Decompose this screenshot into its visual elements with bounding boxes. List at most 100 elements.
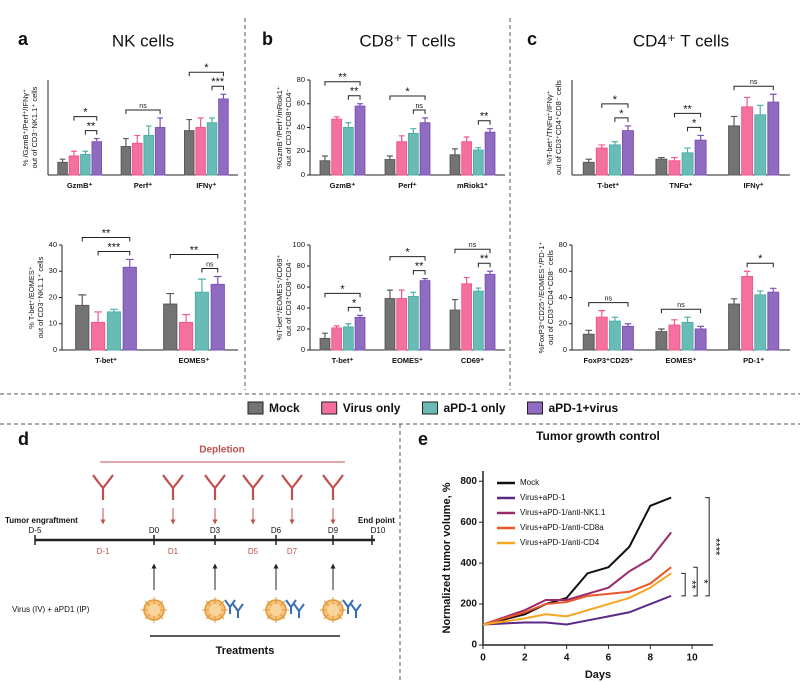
day-label: D10: [371, 526, 386, 535]
significance-label: *: [340, 283, 345, 295]
significance-bracket: [324, 292, 361, 298]
line: [482, 566, 672, 626]
significance-bracket: [614, 117, 629, 122]
significance-label: *: [613, 94, 618, 106]
error-bar: [322, 155, 328, 161]
error-bar: [684, 316, 691, 323]
significance-label: ns: [469, 242, 477, 249]
significance-bracket: [211, 85, 224, 91]
bar: [582, 333, 595, 351]
bar: [90, 321, 106, 351]
error-bar: [125, 258, 134, 268]
error-bar: [770, 93, 777, 103]
significance-label: **: [102, 227, 111, 239]
y-axis-label: out of CD3⁺CD4⁺CD8⁻ cells: [546, 250, 555, 345]
legend-label: Virus+aPD-1/anti-NK1.1: [520, 508, 606, 517]
significance-label: **: [480, 253, 489, 265]
legend-label: aPD-1 only: [443, 401, 505, 415]
bar: [163, 303, 178, 351]
x-tick-label: 0: [480, 653, 486, 664]
day-label: D0: [149, 526, 160, 535]
y-tick-label: 0: [301, 170, 305, 179]
error-bar: [611, 141, 619, 145]
significance-bracket: [125, 109, 161, 114]
legend-label: Mock: [520, 478, 540, 487]
y-tick-label: 40: [49, 240, 57, 249]
error-bar: [333, 325, 340, 328]
line: [482, 594, 672, 626]
day-label: D7: [287, 547, 298, 556]
error-bar: [182, 313, 191, 323]
y-axis-label: % T-bet⁺/EOMES⁺: [27, 266, 36, 329]
error-bar: [697, 134, 704, 141]
y-axis-label: out of CD3⁺CD8⁺CD4⁻: [284, 259, 293, 337]
significance-bracket: [681, 572, 686, 597]
bar: [183, 130, 195, 176]
error-bar: [422, 278, 428, 281]
bar: [419, 122, 431, 176]
error-bar: [59, 158, 66, 163]
x-tick-label: GzmB⁺: [330, 181, 356, 190]
bar: [484, 131, 496, 176]
bar: [106, 311, 122, 351]
bar: [354, 316, 366, 351]
error-bar: [598, 144, 606, 149]
error-bar: [730, 298, 738, 305]
error-bar: [671, 319, 678, 326]
significance-label: ****: [709, 538, 721, 556]
y-axis-label: %T-bet⁺/EOMES⁺/CD69⁺: [275, 254, 284, 340]
x-tick-label: Perf⁺: [398, 181, 417, 190]
day-label: D5: [248, 547, 259, 556]
error-bar: [166, 292, 175, 305]
bar: [608, 320, 621, 351]
bar: [767, 291, 780, 351]
error-bar: [345, 323, 352, 327]
line: [482, 531, 672, 626]
error-bar: [123, 137, 129, 147]
bar: [384, 159, 396, 176]
error-bar: [109, 308, 118, 312]
treatment-label: Virus (IV) + aPD1 (IP): [12, 605, 90, 614]
y-tick-label: 400: [460, 558, 477, 569]
x-tick-label: Perf⁺: [134, 181, 153, 190]
bar: [407, 132, 419, 176]
bar: [728, 303, 740, 351]
error-bar: [157, 117, 163, 128]
bar: [396, 298, 408, 351]
significance-label: *: [405, 247, 410, 259]
significance-bracket: [477, 120, 491, 125]
error-bar: [487, 270, 493, 275]
legend-label: Mock: [269, 401, 300, 415]
significance-label: **: [350, 86, 359, 98]
error-bar: [658, 328, 665, 332]
x-tick-label: 6: [606, 653, 612, 664]
y-tick-label: 20: [49, 292, 57, 301]
x-tick-label: T-bet⁺: [95, 356, 117, 365]
day-label: D-1: [97, 547, 110, 556]
significance-label: *: [692, 117, 697, 129]
error-bar: [585, 329, 592, 335]
significance-label: ns: [750, 79, 758, 86]
bar: [206, 122, 218, 176]
y-tick-label: 80: [297, 261, 305, 270]
bar: [319, 337, 331, 351]
error-bar: [71, 150, 77, 156]
bar: [461, 141, 473, 176]
y-tick-label: 600: [460, 517, 477, 528]
error-bar: [624, 323, 632, 327]
x-tick-label: GzmB⁺: [67, 181, 93, 190]
bar: [741, 276, 754, 351]
error-bar: [333, 116, 340, 120]
error-bar: [743, 96, 751, 107]
bar: [655, 331, 668, 351]
error-bar: [487, 128, 493, 133]
y-tick-label: 20: [297, 324, 305, 333]
y-tick-label: 800: [460, 476, 477, 487]
significance-bracket: [389, 256, 426, 261]
significance-label: *: [619, 108, 624, 120]
y-tick-label: 20: [297, 146, 305, 155]
bar: [655, 158, 668, 176]
bar: [75, 304, 90, 351]
bar: [449, 309, 461, 351]
error-bar: [624, 125, 632, 131]
